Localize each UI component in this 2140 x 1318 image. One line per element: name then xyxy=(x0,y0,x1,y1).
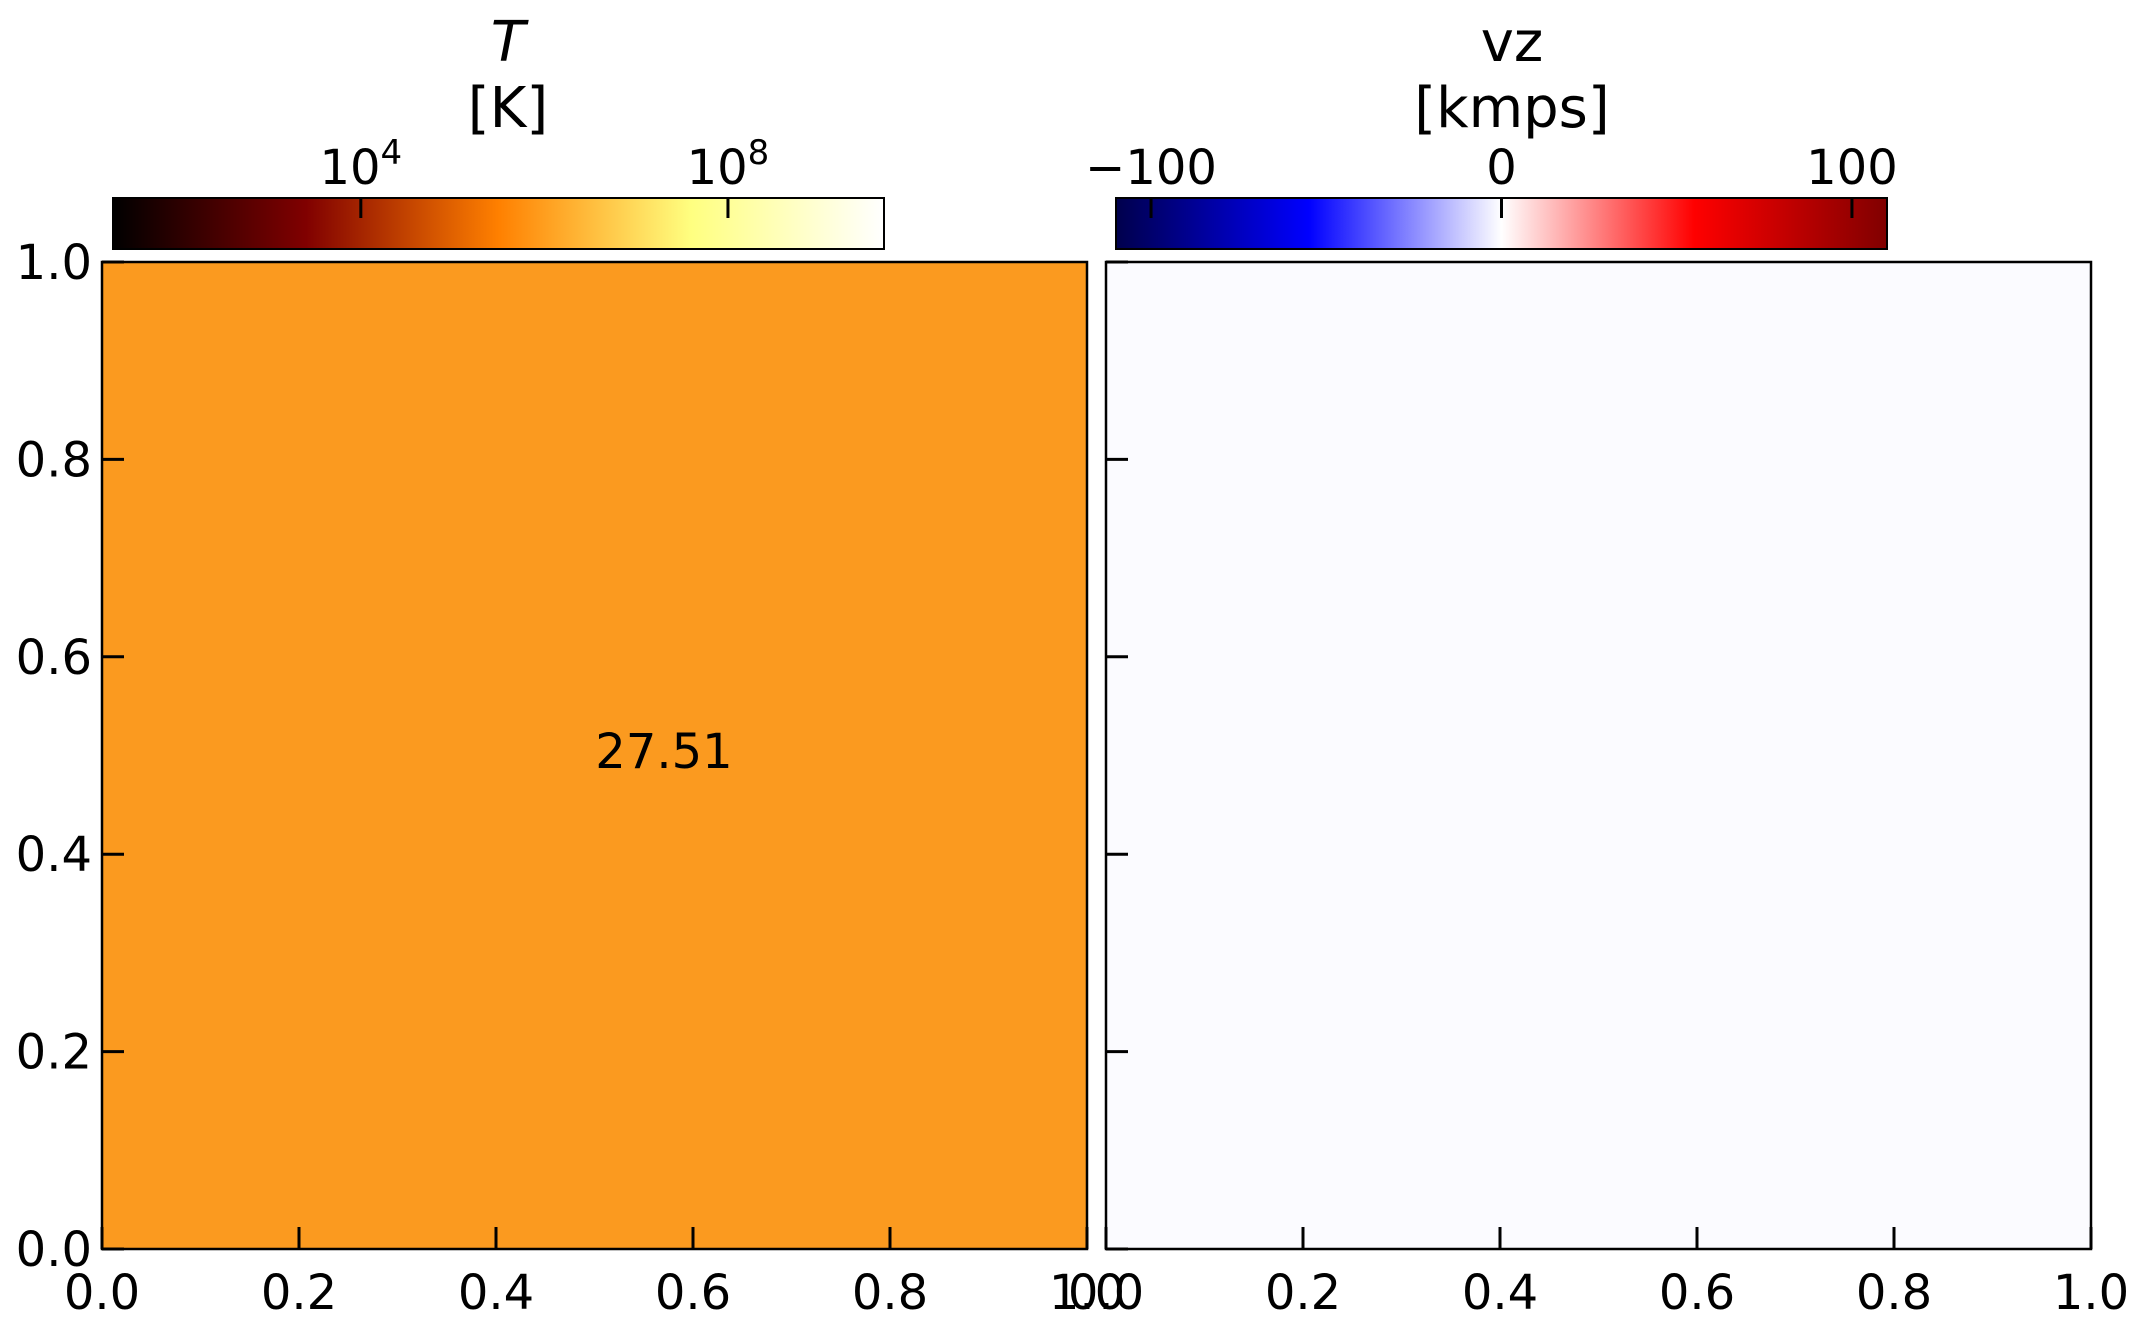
x-tick-label: 0.8 xyxy=(1856,1265,1932,1318)
cell-annotation: 27.51 xyxy=(595,724,732,780)
x-tick-label: 0.6 xyxy=(655,1265,731,1318)
x-tick-label: 0.0 xyxy=(1068,1265,1144,1318)
x-tick-label: 0.0 xyxy=(64,1265,140,1318)
y-tick-label: 0.2 xyxy=(16,1025,92,1081)
colorbar-units: [kmps] xyxy=(1414,76,1609,141)
colorbar-gradient xyxy=(112,197,885,250)
colorbar-title: vz xyxy=(1481,10,1544,75)
panel-temperature: T [K] 104 108 27.51 0.0 0.2 0.4 0.6 0.8 1.0 0.… xyxy=(16,10,1126,1318)
colorbar-units: [K] xyxy=(468,76,548,141)
colorbar-tick-label: 108 xyxy=(687,133,770,196)
colorbar-ticks: 104 108 xyxy=(319,133,769,218)
colorbar-tick-label: −100 xyxy=(1085,140,1217,196)
y-tick-label: 0.6 xyxy=(16,630,92,686)
plot-frame xyxy=(100,260,1089,1251)
panel-vz: vz [kmps] −100 0 100 0.0 0.2 0.4 0.6 0.8 1.0 xyxy=(1068,10,2129,1318)
y-tick-label: 0.4 xyxy=(16,827,92,883)
heatmap-cell xyxy=(1106,262,2091,1249)
colorbar-tick-label: 0 xyxy=(1486,140,1517,196)
y-axis xyxy=(1106,260,1128,1251)
colorbar-ticks: −100 0 100 xyxy=(1085,140,1898,218)
y-tick-label: 0.8 xyxy=(16,432,92,488)
y-tick-label: 1.0 xyxy=(16,235,92,291)
x-axis: 0.0 0.2 0.4 0.6 0.8 1.0 xyxy=(1068,1227,2129,1318)
x-tick-label: 1.0 xyxy=(2053,1265,2129,1318)
x-tick-label: 0.6 xyxy=(1659,1265,1735,1318)
x-tick-label: 0.4 xyxy=(1462,1265,1538,1318)
x-tick-label: 0.2 xyxy=(1265,1265,1341,1318)
plot-frame xyxy=(1104,260,2093,1251)
x-tick-label: 1.0 xyxy=(1049,1265,1125,1318)
x-tick-label: 0.4 xyxy=(458,1265,534,1318)
x-tick-label: 0.2 xyxy=(261,1265,337,1318)
y-axis: 0.0 0.2 0.4 0.6 0.8 1.0 xyxy=(16,235,124,1278)
colorbar-tick-label: 100 xyxy=(1806,140,1898,196)
colorbar-title: T xyxy=(491,10,529,75)
y-tick-label: 0.0 xyxy=(16,1222,92,1278)
heatmap-cell xyxy=(102,262,1087,1249)
colorbar-tick-label: 104 xyxy=(319,133,402,196)
x-axis: 0.0 0.2 0.4 0.6 0.8 1.0 xyxy=(64,1227,1125,1318)
x-tick-label: 0.8 xyxy=(852,1265,928,1318)
